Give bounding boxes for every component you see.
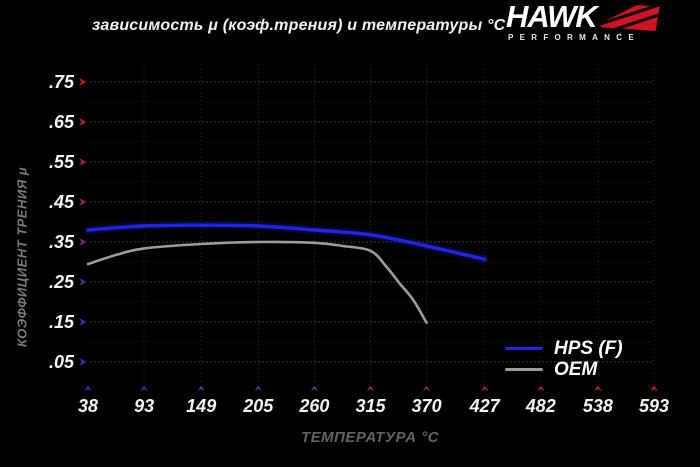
x-tick-label: 482	[525, 396, 556, 416]
hps-line-swatch	[505, 346, 543, 351]
x-tick-label: 149	[186, 396, 216, 416]
y-tick-label: .45	[49, 192, 75, 212]
y-tick-arrow	[79, 238, 87, 246]
y-tick-arrow	[79, 78, 87, 86]
x-axis-title: ТЕМПЕРАТУРА °C	[300, 429, 440, 446]
y-tick-arrow	[79, 158, 87, 166]
y-tick-arrow	[79, 198, 87, 206]
y-tick-label: .15	[49, 312, 75, 332]
x-tick-arrow	[197, 385, 206, 392]
tick-marks: .05 .15 .25 .35 .45 .55 .65 .75 38 93 149 205 260 315…	[49, 72, 669, 416]
x-tick-label: 38	[78, 396, 98, 416]
legend-label-oem: OEM	[554, 358, 598, 380]
x-tick-label: 260	[298, 396, 329, 416]
hawk-wordmark: HAWK	[506, 0, 598, 34]
legend-item-oem: OEM	[505, 359, 623, 380]
y-tick-label: .75	[49, 72, 75, 92]
grid	[90, 64, 655, 381]
y-tick-label: .55	[49, 152, 75, 172]
x-tick-label: 315	[355, 396, 386, 416]
chart-title: зависимость μ (коэф.трения) и температур…	[92, 17, 506, 34]
legend-label-hps: HPS (F)	[554, 337, 623, 359]
x-tick-label: 427	[469, 396, 501, 416]
legend-item-hps: HPS (F)	[505, 338, 623, 359]
x-tick-arrow	[140, 385, 149, 392]
x-tick-label: 93	[134, 396, 154, 416]
x-tick-arrow	[366, 385, 375, 392]
x-tick-label: 370	[412, 396, 442, 416]
y-tick-arrow	[79, 358, 87, 366]
hawk-logo: HAWK PERFORMANCE	[496, 0, 692, 59]
x-tick-label: 538	[583, 396, 613, 416]
oem-line-swatch	[505, 367, 543, 372]
series-lines	[84, 221, 489, 325]
x-tick-label: 205	[242, 396, 274, 416]
series-line-hps	[86, 223, 487, 261]
x-tick-arrow	[254, 385, 263, 392]
legend: HPS (F) OEM	[505, 338, 623, 380]
x-tick-arrow	[593, 385, 602, 392]
hawk-logo-row: HAWK	[496, 0, 692, 34]
series-line-oem	[86, 240, 428, 325]
y-tick-label: .05	[49, 352, 75, 372]
x-tick-arrow	[480, 385, 489, 392]
y-tick-arrow	[79, 118, 87, 126]
y-tick-label: .35	[49, 232, 75, 252]
axes	[86, 62, 656, 384]
y-tick-arrow	[79, 318, 87, 326]
y-tick-label: .25	[49, 272, 75, 292]
x-tick-arrow	[536, 385, 545, 392]
x-tick-arrow	[422, 385, 431, 392]
y-tick-arrow	[79, 278, 87, 286]
x-tick-label: 593	[639, 396, 669, 416]
y-tick-label: .65	[49, 112, 75, 132]
x-tick-arrow	[650, 385, 658, 392]
x-tick-arrow	[310, 385, 319, 392]
hawk-performance-subtitle: PERFORMANCE	[508, 33, 640, 42]
x-tick-arrow	[84, 385, 92, 392]
